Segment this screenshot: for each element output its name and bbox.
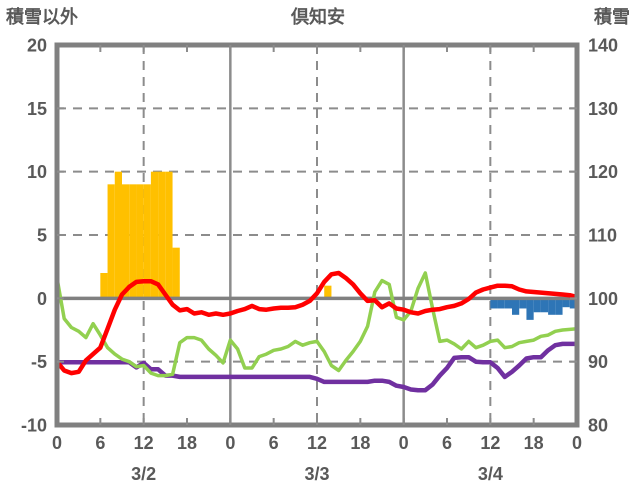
- bars-orange-hourly: [129, 184, 137, 299]
- right-axis-tick-label: 80: [588, 416, 608, 436]
- bars-blue-hourly: [540, 298, 549, 313]
- hour-tick-label: 6: [269, 433, 279, 453]
- left-axis-tick-label: 0: [37, 289, 47, 309]
- bars-blue-hourly: [548, 298, 556, 315]
- bars-blue-hourly: [569, 298, 577, 309]
- hour-tick-label: 6: [95, 433, 105, 453]
- bars-orange-hourly: [107, 184, 115, 299]
- bars-orange-hourly: [158, 171, 166, 299]
- bars-blue-hourly: [555, 298, 563, 315]
- left-axis-title: 積雪以外: [6, 7, 78, 27]
- right-axis-tick-label: 120: [588, 162, 618, 182]
- left-axis-tick-label: -10: [21, 416, 47, 436]
- bars-orange-hourly: [100, 273, 108, 299]
- hour-tick-label: 18: [177, 433, 197, 453]
- station-title: 倶知安: [291, 7, 345, 27]
- bars-blue-hourly: [519, 298, 527, 309]
- bars-orange-hourly: [150, 171, 159, 299]
- hour-tick-label: 6: [442, 433, 452, 453]
- line-purple: [54, 341, 580, 393]
- date-label: 3/3: [304, 464, 329, 484]
- right-axis-tick-label: 110: [588, 226, 617, 246]
- hour-tick-label: 0: [399, 433, 409, 453]
- bars-blue-hourly: [533, 298, 541, 313]
- left-axis-tick-label: 10: [27, 162, 47, 182]
- hour-tick-label: 18: [350, 433, 370, 453]
- bars-blue-hourly: [512, 298, 520, 315]
- left-axis-tick-label: 5: [37, 226, 47, 246]
- hour-tick-label: 18: [524, 433, 544, 453]
- right-axis-tick-label: 130: [588, 99, 618, 119]
- bars-orange-hourly: [122, 184, 130, 299]
- bars-orange-hourly: [172, 247, 180, 299]
- hour-tick-label: 0: [225, 433, 235, 453]
- left-axis-tick-label: 15: [27, 99, 47, 119]
- right-axis-title: 積雪: [594, 7, 630, 27]
- left-axis-tick-label: 20: [27, 36, 47, 56]
- right-axis-tick-label: 140: [588, 36, 618, 56]
- line-green: [55, 271, 579, 378]
- bars-blue-hourly: [497, 298, 505, 309]
- hour-tick-label: 12: [307, 433, 327, 453]
- date-label: 3/2: [131, 464, 156, 484]
- left-axis-tick-label: -5: [31, 352, 47, 372]
- bars-orange-hourly: [136, 184, 144, 299]
- hour-tick-label: 12: [480, 433, 500, 453]
- bars-blue-hourly: [562, 298, 570, 308]
- right-axis-tick-label: 90: [588, 352, 608, 372]
- bars-blue-hourly: [526, 298, 534, 320]
- hour-tick-label: 0: [572, 433, 582, 453]
- bars-blue-hourly: [490, 298, 498, 309]
- date-label: 3/4: [478, 464, 503, 484]
- line-red: [54, 270, 580, 376]
- hour-tick-label: 12: [134, 433, 154, 453]
- bars-orange-hourly: [114, 171, 122, 299]
- bars-blue-hourly: [504, 298, 512, 309]
- bars-orange-hourly: [165, 171, 173, 299]
- hour-tick-label: 0: [52, 433, 62, 453]
- bars-orange-hourly: [143, 184, 151, 299]
- bars-orange-hourly: [324, 285, 332, 299]
- right-axis-tick-label: 100: [588, 289, 618, 309]
